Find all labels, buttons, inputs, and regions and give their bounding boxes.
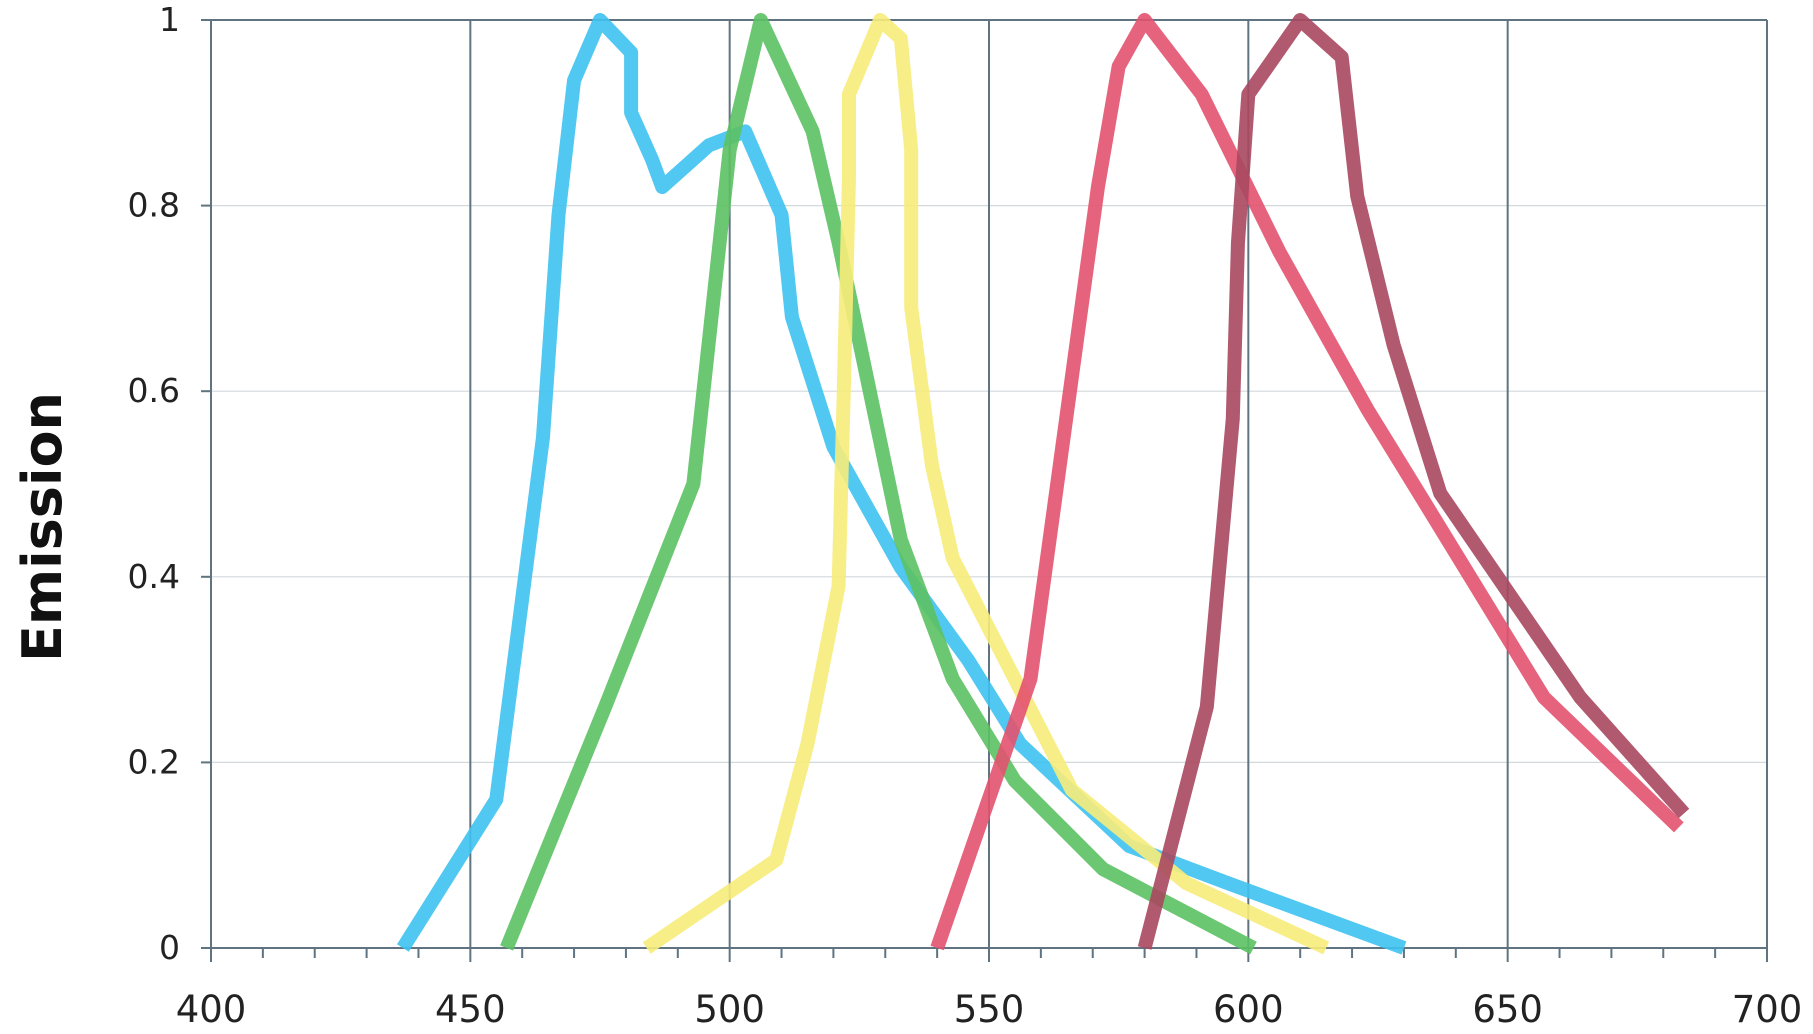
series-line-5 (1137, 13, 1690, 950)
axes-layer (201, 19, 1768, 962)
series-line-3 (642, 13, 1330, 955)
x-tick-label-3: 550 (954, 988, 1025, 1029)
series-layer (396, 13, 1690, 955)
x-tick-label-5: 650 (1472, 988, 1543, 1029)
y-tick-label-2: 0.4 (128, 557, 180, 596)
series-line-2 (500, 13, 1257, 955)
labels-layer: Emission 0 0.2 0.4 0.6 0.8 1 400 450 500 550 600 65… (11, 0, 1803, 1031)
x-tick-label-6: 700 (1732, 988, 1803, 1029)
x-tick-label-0: 400 (176, 988, 247, 1029)
y-tick-label-4: 0.8 (128, 186, 180, 225)
x-tick-label-2: 500 (694, 988, 765, 1029)
y-tick-label-5: 1 (159, 0, 180, 39)
y-axis-title: Emission (11, 392, 74, 662)
y-tick-label-0: 0 (159, 928, 180, 967)
series-line-4 (930, 13, 1684, 951)
series-line-1 (396, 13, 1407, 955)
y-tick-label-3: 0.6 (128, 371, 180, 410)
x-tick-label-1: 450 (435, 988, 506, 1029)
y-tick-label-1: 0.2 (128, 742, 180, 781)
x-tick-label-4: 600 (1213, 988, 1284, 1029)
